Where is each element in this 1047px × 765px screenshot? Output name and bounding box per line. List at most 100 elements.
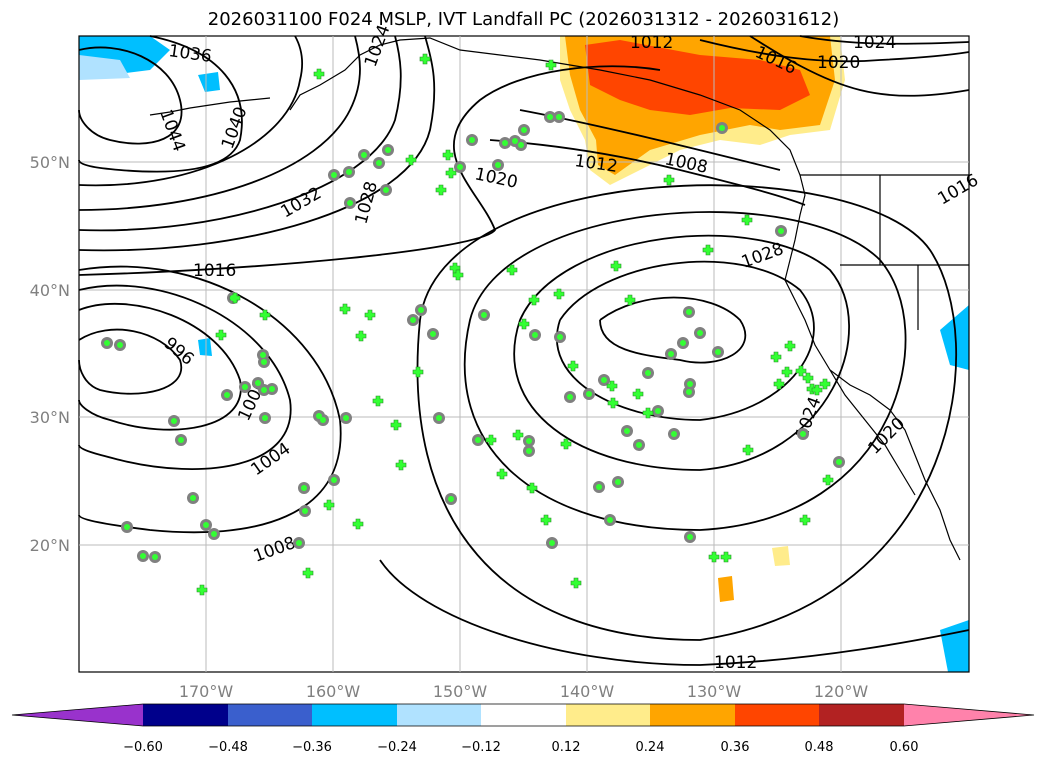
station-cross (215, 329, 227, 341)
station-cross (395, 459, 407, 471)
station-cross (553, 288, 565, 300)
station-cross (352, 518, 364, 530)
station-cross (405, 154, 417, 166)
station-cross (526, 482, 538, 494)
station-dot-center (296, 540, 302, 546)
station-cross (518, 318, 530, 330)
lon-tick: 160°W (306, 682, 361, 701)
station-cross (781, 366, 793, 378)
station-cross (545, 59, 557, 71)
station-dot-center (343, 415, 349, 421)
colorbar-bin (566, 704, 650, 726)
station-cross (372, 395, 384, 407)
colorbar-tick: −0.24 (377, 740, 417, 755)
ivt-shading (79, 36, 969, 672)
station-dot-center (512, 138, 518, 144)
station-cross (506, 264, 518, 276)
colorbar-extend-right (904, 704, 1034, 726)
station-dot-center (526, 448, 532, 454)
isobar-1012-south (379, 559, 970, 666)
station-dot-center (481, 312, 487, 318)
isobar-label: 1044 (155, 107, 189, 154)
border-states (840, 175, 969, 330)
lon-tick: 150°W (433, 682, 488, 701)
isobar-high-center-inner (599, 296, 747, 364)
station-dot-center (521, 127, 527, 133)
station-dot-center (320, 417, 326, 423)
aleutian-islands (149, 97, 271, 116)
isobar-high-nw-1044 (78, 46, 183, 145)
isobar-1016-ne (749, 35, 970, 97)
station-cross (485, 434, 497, 446)
station-cross (445, 167, 457, 179)
isobar-label: 1004 (247, 439, 294, 480)
station-dot-center (532, 332, 538, 338)
isobar-low-west-inner (78, 328, 183, 395)
station-dot-center (586, 391, 592, 397)
colorbar-tick: −0.36 (292, 740, 332, 755)
lon-tick: 120°W (814, 682, 869, 701)
station-dot-center (518, 142, 524, 148)
station-dot-center (686, 309, 692, 315)
station-dot-center (383, 187, 389, 193)
station-dot-center (261, 387, 267, 393)
isobar-1020-ne (699, 39, 970, 63)
station-dot-center (203, 522, 209, 528)
station-dot-center (469, 137, 475, 143)
isobar-label: 1040 (218, 104, 252, 151)
lon-tick: 170°W (179, 682, 234, 701)
lat-axis: 50°N 40°N 30°N 20°N (30, 153, 70, 555)
station-dot-center (800, 431, 806, 437)
station-dot-center (104, 340, 110, 346)
station-dot-center (457, 164, 463, 170)
station-dot-center (230, 295, 236, 301)
isobar-1012-north (489, 139, 806, 206)
station-cross (339, 303, 351, 315)
station-cross (355, 330, 367, 342)
station-cross (560, 438, 572, 450)
lat-tick: 20°N (30, 536, 70, 555)
station-cross (624, 294, 636, 306)
station-dot-center (636, 442, 642, 448)
isobar-high-center-1016 (416, 184, 958, 641)
isobars (78, 35, 970, 666)
colorbar-tick: 0.12 (552, 740, 581, 755)
station-cross (496, 468, 508, 480)
colorbar-tick: −0.60 (123, 740, 163, 755)
colorbar-bin (228, 704, 312, 726)
station-cross (452, 269, 464, 281)
isobar-label: 1024 (853, 33, 896, 53)
station-cross (528, 294, 540, 306)
station-dot-center (655, 408, 661, 414)
station-dot-center (301, 485, 307, 491)
station-dot-center (687, 534, 693, 540)
station-dot-center (686, 389, 692, 395)
station-dot-center (526, 438, 532, 444)
station-cross (390, 419, 402, 431)
station-dot-center (567, 394, 573, 400)
station-cross (822, 474, 834, 486)
colorbar-bin (312, 704, 397, 726)
station-cross (364, 309, 376, 321)
isobar-label: 1012 (630, 33, 673, 53)
station-cross (742, 444, 754, 456)
colorbar-tick: −0.48 (208, 740, 248, 755)
station-cross (196, 584, 208, 596)
station-cross (773, 378, 785, 390)
colorbar-tick: 0.48 (805, 740, 834, 755)
station-dot-center (261, 359, 267, 365)
station-cross (610, 260, 622, 272)
station-dot-center (242, 384, 248, 390)
isobar-1024-north (78, 35, 436, 252)
station-dot-center (171, 418, 177, 424)
lon-tick: 140°W (560, 682, 615, 701)
station-dot-center (668, 351, 674, 357)
isobar-1036 (78, 35, 303, 187)
station-dot-center (715, 349, 721, 355)
station-dot-center (680, 340, 686, 346)
station-dot-center (547, 114, 553, 120)
station-dot-center (269, 386, 275, 392)
station-cross (567, 360, 579, 372)
station-dot-center (615, 479, 621, 485)
station-dot-center (556, 114, 562, 120)
